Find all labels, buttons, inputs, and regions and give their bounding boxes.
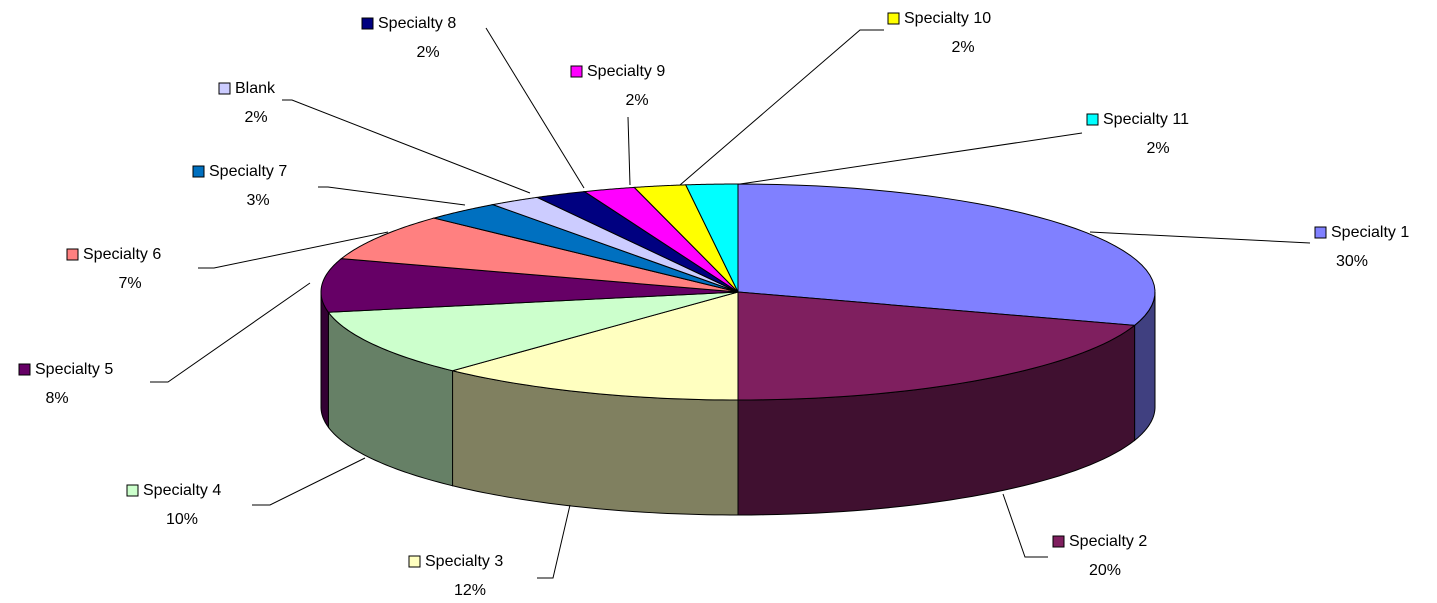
legend-swatch [1314,226,1327,239]
leader-line [150,282,311,383]
legend-swatch [1086,113,1099,126]
slice [583,186,739,293]
legend-swatch [1052,535,1065,548]
slice-label: Specialty 9 [587,63,665,80]
slice-side [320,291,329,429]
slice-value-label: 2% [1146,140,1169,157]
slice-value-label: 2% [416,44,439,61]
slice [432,204,739,293]
legend-swatch [192,165,205,178]
slice-value-label: 10% [166,511,198,528]
slice-label: Specialty 3 [425,553,503,570]
slice-value-label: 3% [246,192,269,209]
slice-value-label: 20% [1089,562,1121,579]
slice-value-label: 2% [951,39,974,56]
legend-swatch [887,12,900,25]
leader-line [318,186,466,206]
legend-swatch [18,363,31,376]
legend-swatch [570,65,583,78]
slice [633,184,739,293]
slice-label: Specialty 8 [378,15,456,32]
slice [535,191,739,293]
leader-line [485,27,585,189]
slice [737,291,1136,401]
slice-value-label: 8% [45,390,68,407]
legend-swatch [126,484,139,497]
leader-line [739,132,1083,185]
slice [452,291,739,401]
slice-label: Specialty 2 [1069,533,1147,550]
slice-label: Specialty 10 [904,10,991,27]
slice [684,183,739,293]
slice-label: Specialty 5 [35,361,113,378]
leader-line [679,29,884,186]
legend-swatch [408,555,421,568]
legend-swatch [361,17,374,30]
leader-line [252,457,366,506]
leader-line [1089,231,1311,244]
slice-label: Blank [235,80,276,97]
leader-line [537,504,571,579]
slice-label: Specialty 1 [1331,224,1409,241]
slice-label: Specialty 4 [143,482,221,499]
leader-line [282,99,531,194]
leader-line [627,116,631,186]
legend-swatch [218,82,231,95]
slice-value-label: 7% [118,275,141,292]
slice [320,258,739,313]
slice [737,183,1156,326]
slice-label: Specialty 7 [209,163,287,180]
slice [327,291,739,372]
slice-value-label: 2% [244,109,267,126]
slice-label: Specialty 11 [1103,111,1189,128]
slice-value-label: 30% [1336,253,1368,270]
slice-label: Specialty 6 [83,246,161,263]
slice-value-label: 12% [454,582,486,599]
legend-swatch [66,248,79,261]
slice [490,196,739,293]
slice [340,217,739,293]
leader-line [1002,493,1048,558]
leader-line [198,231,389,269]
slice-value-label: 2% [625,92,648,109]
